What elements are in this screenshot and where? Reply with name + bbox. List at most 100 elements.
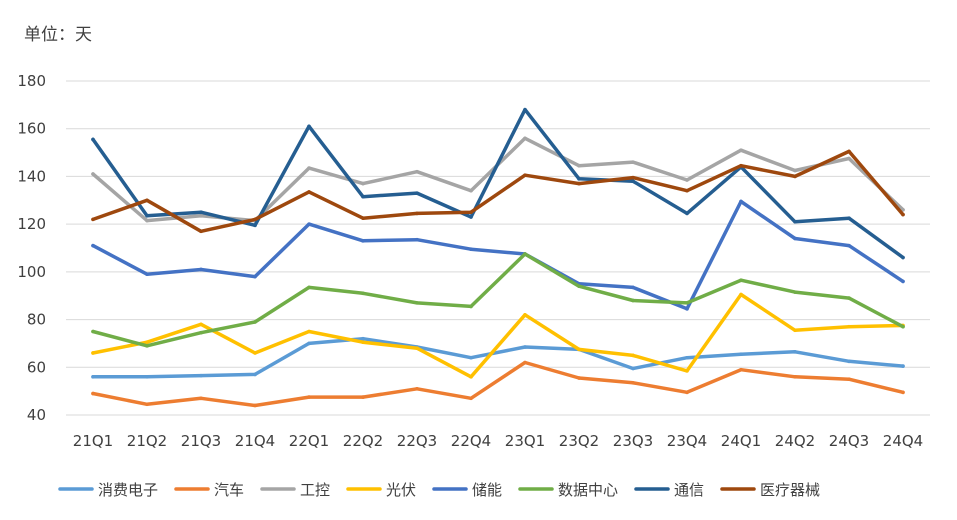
data-point [91, 217, 95, 222]
data-point [91, 329, 95, 334]
data-point [577, 284, 581, 288]
data-point [631, 380, 635, 385]
data-point [145, 402, 149, 407]
data-point [307, 166, 311, 170]
series-line [91, 360, 905, 408]
data-point [199, 267, 203, 272]
data-point [901, 324, 905, 329]
data-point [199, 396, 203, 401]
data-point [307, 124, 311, 129]
data-point [631, 353, 635, 358]
data-point [523, 360, 527, 365]
x-tick-label: 21Q2 [127, 432, 167, 450]
data-point [91, 375, 95, 379]
data-point [631, 179, 635, 183]
data-point [631, 175, 635, 180]
data-point [523, 345, 527, 349]
data-point [253, 274, 257, 279]
data-point [685, 390, 689, 395]
data-point [415, 169, 419, 174]
data-point [361, 340, 365, 345]
data-point [199, 210, 203, 215]
x-tick-label: 23Q4 [667, 432, 707, 450]
data-point [739, 292, 743, 297]
data-point [685, 307, 689, 311]
data-point [91, 391, 95, 396]
data-point [307, 285, 311, 290]
data-point [793, 168, 797, 173]
x-axis-ticks: 21Q1 21Q2 21Q3 21Q4 22Q1 22Q2 22Q3 22Q4 23Q1 23Q2… [73, 432, 923, 450]
data-point [361, 216, 365, 220]
series-6 [91, 252, 905, 348]
x-tick-label: 22Q2 [343, 432, 383, 450]
y-tick-label: 60 [27, 358, 46, 376]
series-1 [91, 336, 905, 379]
data-point [577, 376, 581, 380]
data-point [253, 403, 257, 408]
x-tick-label: 24Q4 [883, 432, 923, 450]
series-line [91, 292, 905, 379]
data-point [415, 191, 419, 195]
x-tick-label: 23Q2 [559, 432, 599, 450]
legend: 消费电子 汽车 工控 光伏 储能 数据中心 通信 医疗器械 [58, 481, 820, 499]
data-point [145, 344, 149, 348]
data-point [739, 199, 743, 204]
legend-label: 医疗器械 [760, 481, 820, 499]
legend-label: 数据中心 [558, 481, 618, 499]
data-point [361, 395, 365, 399]
series-5 [91, 199, 905, 311]
y-tick-label: 100 [17, 263, 46, 281]
data-point [91, 137, 95, 142]
legend-item: 光伏 [346, 481, 416, 499]
data-point [361, 181, 365, 186]
data-point [415, 346, 419, 351]
series-lines [91, 107, 905, 408]
data-point [847, 377, 851, 382]
data-point [307, 395, 311, 399]
data-point [469, 210, 473, 215]
data-point [307, 329, 311, 334]
data-point [145, 340, 149, 345]
data-point [253, 223, 257, 228]
data-point [901, 279, 905, 284]
series-line [91, 107, 905, 260]
data-point [361, 291, 365, 296]
series-line [91, 199, 905, 311]
legend-item: 汽车 [174, 481, 244, 499]
data-point [793, 174, 797, 179]
data-point [847, 216, 851, 220]
legend-label: 汽车 [214, 481, 244, 499]
data-point [469, 375, 473, 379]
data-point [847, 324, 851, 329]
data-point [91, 243, 95, 248]
legend-item: 医疗器械 [720, 481, 820, 499]
x-tick-label: 24Q2 [775, 432, 815, 450]
data-point [307, 190, 311, 194]
data-point [793, 290, 797, 294]
data-point [901, 212, 905, 217]
legend-item: 消费电子 [58, 481, 158, 499]
data-point [793, 219, 797, 224]
data-point [793, 236, 797, 241]
data-point [145, 272, 149, 277]
data-point [415, 301, 419, 305]
x-tick-label: 21Q1 [73, 432, 113, 450]
series-line [91, 149, 905, 234]
data-point [631, 366, 635, 371]
data-point [793, 375, 797, 379]
legend-label: 储能 [472, 481, 502, 499]
data-point [199, 373, 203, 378]
data-point [253, 320, 257, 324]
data-point [307, 341, 311, 346]
data-point [91, 172, 95, 176]
data-point [577, 181, 581, 186]
data-point [793, 349, 797, 354]
data-point [415, 386, 419, 391]
data-point [523, 252, 527, 256]
data-point [739, 352, 743, 356]
data-point [847, 149, 851, 154]
data-point [847, 296, 851, 300]
legend-label: 通信 [674, 481, 704, 499]
data-point [523, 313, 527, 317]
